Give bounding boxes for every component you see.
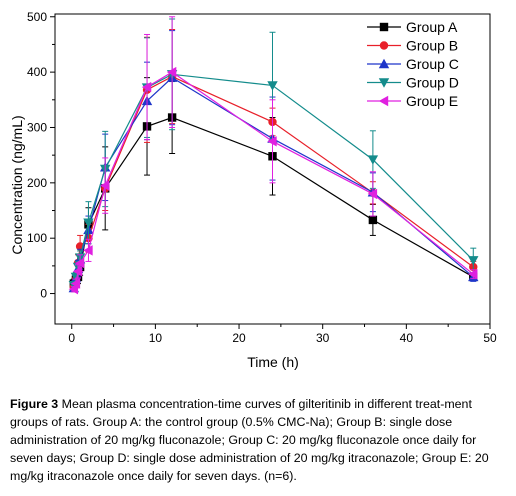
legend-label: Group A bbox=[406, 19, 458, 35]
y-tick-label: 400 bbox=[27, 65, 47, 79]
data-point bbox=[70, 278, 81, 289]
figure-caption-text: Mean plasma concentration-time curves of… bbox=[10, 397, 489, 483]
y-tick-label: 300 bbox=[27, 120, 47, 134]
legend: Group A Group B Group C Group D Group E bbox=[367, 19, 459, 109]
figure-label: Figure 3 bbox=[10, 397, 59, 411]
data-point bbox=[83, 218, 94, 228]
y-tick-label: 200 bbox=[27, 176, 47, 190]
legend-marker bbox=[378, 95, 389, 107]
data-point bbox=[368, 215, 378, 225]
x-tick-label: 0 bbox=[68, 331, 75, 345]
legend-label: Group C bbox=[406, 56, 459, 72]
y-axis-title: Concentration (ng/mL) bbox=[9, 115, 25, 254]
y-tick-label: 100 bbox=[27, 231, 47, 245]
plot-frame bbox=[54, 13, 491, 325]
data-point bbox=[68, 283, 79, 295]
data-point bbox=[267, 81, 278, 91]
series-group-e bbox=[68, 16, 478, 295]
data-point bbox=[367, 188, 378, 200]
data-point bbox=[267, 136, 277, 147]
y-tick-label: 500 bbox=[27, 10, 47, 24]
legend-marker bbox=[379, 22, 389, 32]
data-point bbox=[72, 266, 83, 277]
legend-marker bbox=[379, 41, 389, 50]
data-point bbox=[83, 245, 93, 256]
x-tick-label: 50 bbox=[483, 331, 497, 345]
x-axis-title: Time (h) bbox=[247, 354, 299, 370]
legend-marker bbox=[378, 58, 390, 69]
x-tick-label: 20 bbox=[232, 331, 246, 345]
legend-marker bbox=[378, 78, 390, 88]
legend-label: Group E bbox=[406, 93, 458, 109]
data-point bbox=[141, 81, 152, 93]
x-tick-label: 40 bbox=[400, 331, 414, 345]
data-point bbox=[166, 66, 177, 78]
data-point bbox=[367, 155, 379, 165]
data-point bbox=[99, 180, 110, 191]
x-tick-label: 10 bbox=[149, 331, 163, 345]
data-point bbox=[74, 257, 85, 269]
data-point bbox=[468, 256, 479, 266]
data-point bbox=[70, 272, 82, 283]
y-tick-label: 0 bbox=[40, 287, 47, 301]
x-tick-label: 30 bbox=[316, 331, 330, 345]
data-point bbox=[468, 268, 478, 280]
chart: Time (h) Concentration (ng/mL) 0 10 20 30 40… bbox=[9, 10, 497, 370]
figure-caption: Figure 3 Mean plasma concentration-time … bbox=[10, 395, 502, 485]
legend-label: Group D bbox=[406, 75, 459, 91]
legend-label: Group B bbox=[406, 38, 458, 54]
